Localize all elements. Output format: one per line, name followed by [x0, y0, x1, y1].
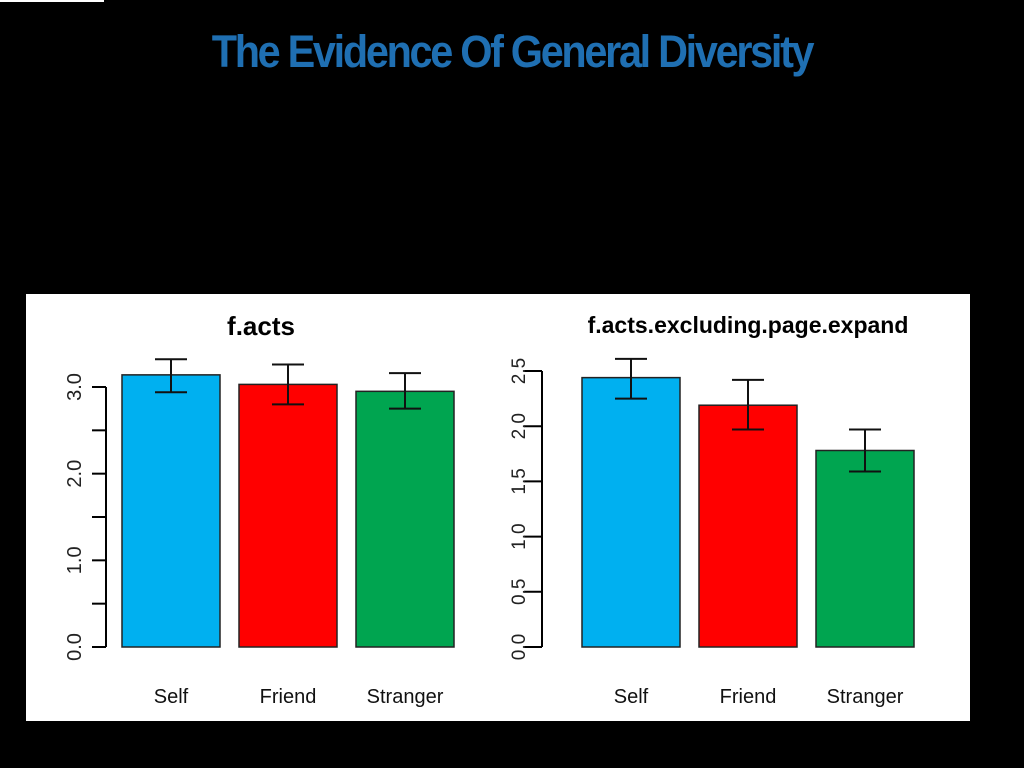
bar-stranger: [355, 390, 455, 648]
y-tick-label: 3.0: [64, 373, 86, 401]
y-tick-label: 0.0: [509, 634, 530, 660]
slide-title: The Evidence Of General Diversity: [211, 26, 815, 77]
bar-stranger: [815, 449, 915, 648]
x-tick-label: Self: [614, 686, 649, 708]
bar-friend: [238, 383, 338, 648]
x-tick-label: Stranger: [367, 686, 444, 708]
y-tick-label: 2.5: [509, 358, 530, 384]
chart-title: f.acts: [227, 311, 295, 341]
bar-self: [581, 376, 681, 648]
x-tick-label: Self: [154, 686, 189, 708]
y-tick-label: 0.5: [509, 579, 530, 605]
chart-f-acts: f.acts 0.0 1.0 2.0 3.0 Self Friend Stranger: [64, 311, 455, 708]
chart-f-acts-excluding-page-expand: f.acts.excluding.page.expand 0.0 0.5 1.0 1.…: [509, 312, 915, 708]
chart-title: f.acts.excluding.page.expand: [588, 312, 909, 338]
y-tick-label: 1.0: [64, 546, 86, 574]
y-tick-label: 2.0: [64, 460, 86, 488]
x-tick-label: Friend: [260, 686, 317, 708]
x-tick-label: Friend: [720, 686, 777, 708]
y-tick-label: 1.0: [509, 523, 530, 549]
top-rule: [0, 0, 104, 2]
y-tick-label: 0.0: [64, 633, 86, 661]
y-tick-label: 1.5: [509, 468, 530, 494]
bar-self: [121, 374, 221, 648]
bar-friend: [698, 404, 798, 648]
charts-panel: f.acts 0.0 1.0 2.0 3.0 Self Friend Stranger f.…: [26, 294, 970, 721]
y-tick-label: 2.0: [509, 413, 530, 439]
x-tick-label: Stranger: [827, 686, 904, 708]
